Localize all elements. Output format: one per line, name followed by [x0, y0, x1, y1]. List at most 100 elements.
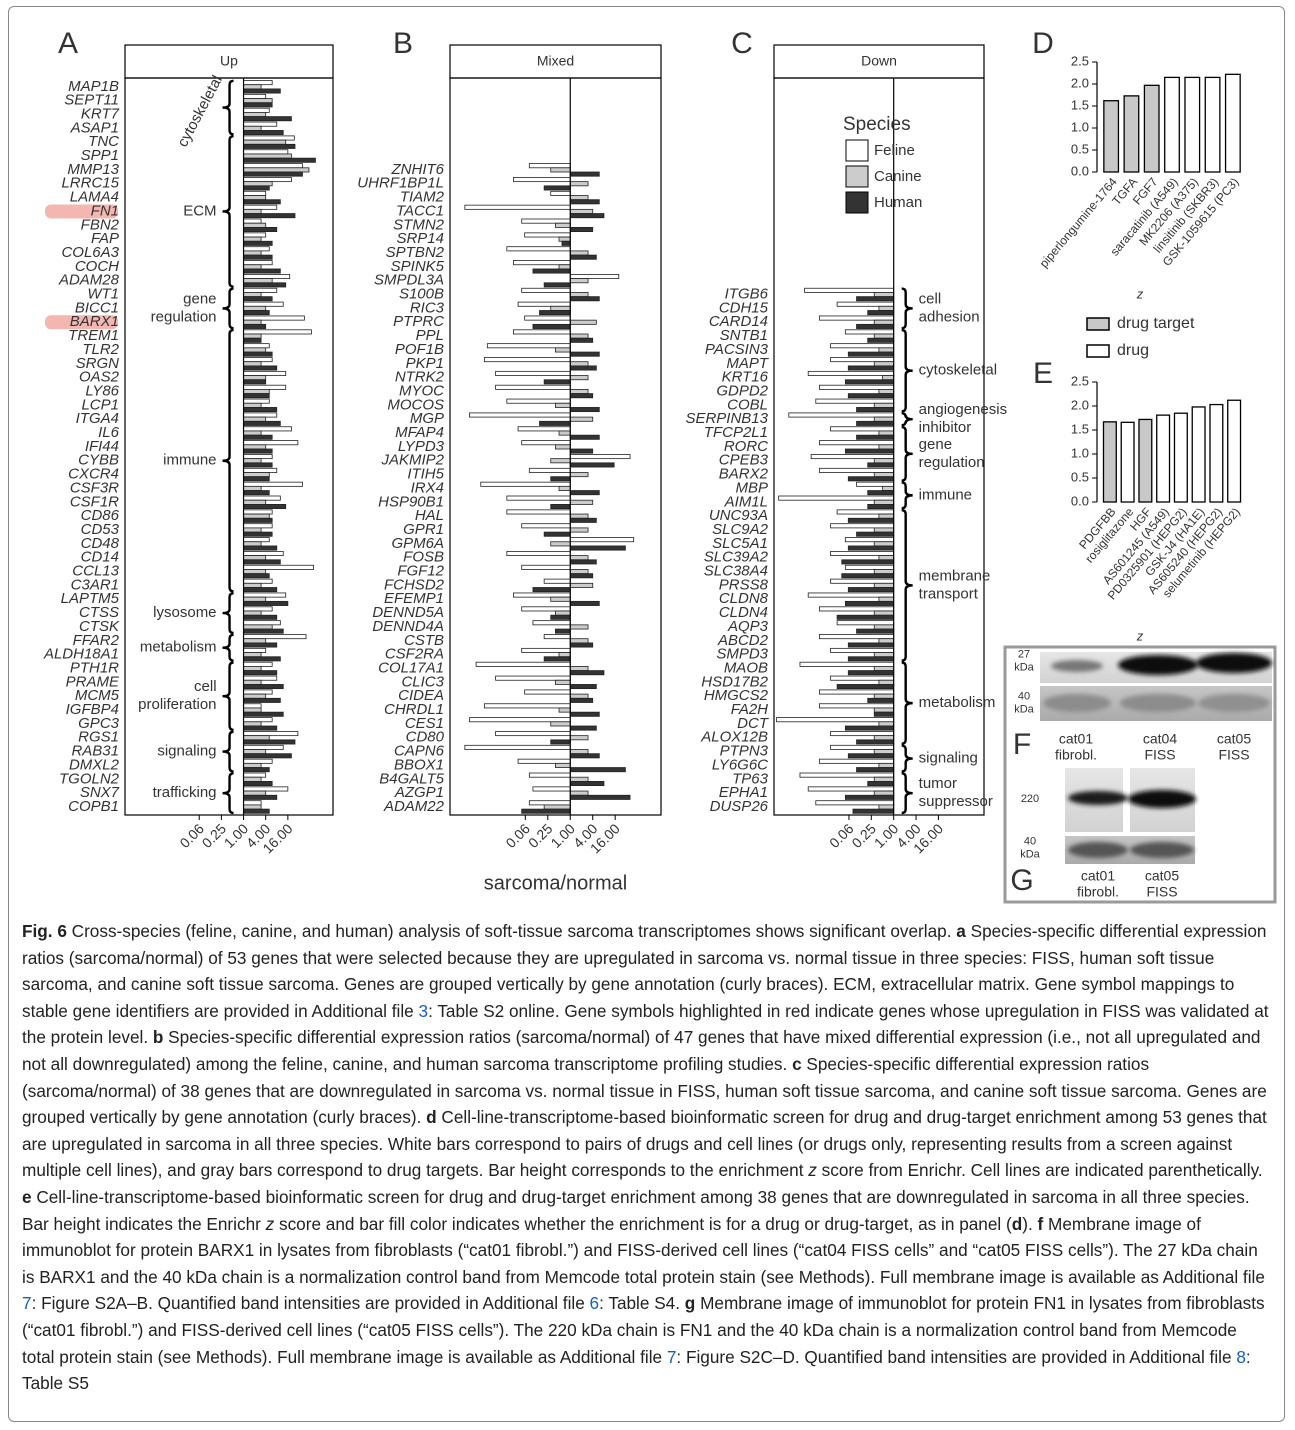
bar: [244, 261, 273, 265]
group-label: lysosome: [153, 604, 216, 621]
bar: [845, 538, 893, 542]
bar: [874, 611, 893, 615]
bar: [244, 371, 286, 375]
bar: [874, 694, 893, 698]
bar: [570, 750, 588, 754]
bar: [570, 546, 625, 550]
bar: [879, 639, 894, 643]
bar: [244, 168, 309, 172]
bar: [244, 427, 292, 431]
caption-text: e: [22, 1187, 32, 1207]
group-label: proliferation: [138, 696, 216, 713]
bar: [244, 449, 273, 453]
bar: [513, 177, 570, 181]
bar: [544, 283, 570, 287]
bar: [544, 657, 570, 661]
bar: [244, 144, 295, 148]
bar: [868, 504, 894, 508]
bar: [244, 417, 266, 421]
caption-text: Fig. 6: [22, 921, 67, 941]
bar: [244, 551, 284, 555]
bar: [244, 477, 270, 481]
caption-link[interactable]: 8: [1236, 1347, 1246, 1367]
bar: [244, 795, 277, 799]
group-label: cytoskeletal: [174, 73, 226, 150]
bar: [555, 223, 570, 227]
group-brace: [223, 81, 234, 135]
group-label: immune: [919, 486, 972, 503]
bar: [496, 676, 571, 680]
bar: [244, 435, 273, 439]
bar: [244, 750, 266, 754]
bar: [570, 251, 588, 255]
bar: [570, 362, 588, 366]
caption-link[interactable]: 6: [590, 1293, 600, 1313]
bar: [513, 261, 570, 265]
bar: [831, 745, 894, 749]
blot-letter: F: [1013, 728, 1031, 761]
bar: [525, 233, 571, 237]
bar: [244, 205, 277, 209]
blot-lane-label: FISS: [1146, 884, 1177, 900]
bar: [816, 801, 894, 805]
caption-link[interactable]: 7: [22, 1293, 32, 1313]
bar: [570, 227, 592, 231]
bar: [496, 371, 571, 375]
blot-lane-label: cat01: [1081, 868, 1115, 884]
bar: [879, 597, 894, 601]
caption-link[interactable]: 7: [667, 1347, 677, 1367]
bar: [570, 698, 592, 702]
bar: [244, 763, 262, 767]
blot-lane-label: cat05: [1217, 731, 1251, 747]
group-label: tumor: [919, 775, 957, 792]
panel-letter: B: [393, 27, 413, 60]
bar: [570, 366, 596, 370]
gene-label: DUSP26: [710, 798, 769, 815]
bar: [244, 214, 295, 218]
bar: [244, 528, 262, 532]
bar: [244, 441, 298, 445]
bar: [244, 777, 262, 781]
panel-letter: C: [731, 27, 753, 60]
bar: [244, 191, 266, 195]
bar: [533, 324, 570, 328]
group-brace: [223, 136, 234, 287]
bar: [559, 708, 570, 712]
bar: [551, 597, 571, 601]
bar: [244, 399, 270, 403]
bar: [525, 316, 571, 320]
bar: [857, 297, 894, 301]
bar: [244, 316, 305, 320]
group-label: angiogenesis: [919, 401, 1007, 418]
bar: [507, 551, 570, 555]
caption-text: : Table S4.: [599, 1293, 685, 1313]
caption-link[interactable]: 3: [419, 1001, 429, 1021]
group-label: cytoskeletal: [919, 362, 997, 379]
bar: [816, 399, 894, 403]
blot-marker: kDa: [1014, 703, 1034, 715]
bar: [244, 625, 273, 629]
bar: [244, 269, 281, 273]
bar: [562, 241, 570, 245]
bar: [1103, 422, 1116, 502]
bar: [244, 81, 273, 85]
bar: [244, 532, 273, 536]
bar: [868, 491, 894, 495]
bar: [570, 625, 588, 629]
bar: [244, 611, 262, 615]
bar: [244, 694, 266, 698]
bar: [808, 593, 893, 597]
bar: [874, 459, 893, 463]
bar: [244, 311, 270, 315]
bar: [874, 569, 893, 573]
bar: [551, 504, 571, 508]
bar: [487, 344, 570, 348]
bar: [570, 560, 596, 564]
x-axis-label: sarcoma/normal: [484, 872, 627, 894]
bar: [507, 496, 570, 500]
blot-lane-label: cat05: [1145, 868, 1179, 884]
bar: [570, 601, 599, 605]
bar: [244, 265, 262, 269]
blot-marker: kDa: [1014, 661, 1034, 673]
group-label: regulation: [919, 454, 985, 471]
